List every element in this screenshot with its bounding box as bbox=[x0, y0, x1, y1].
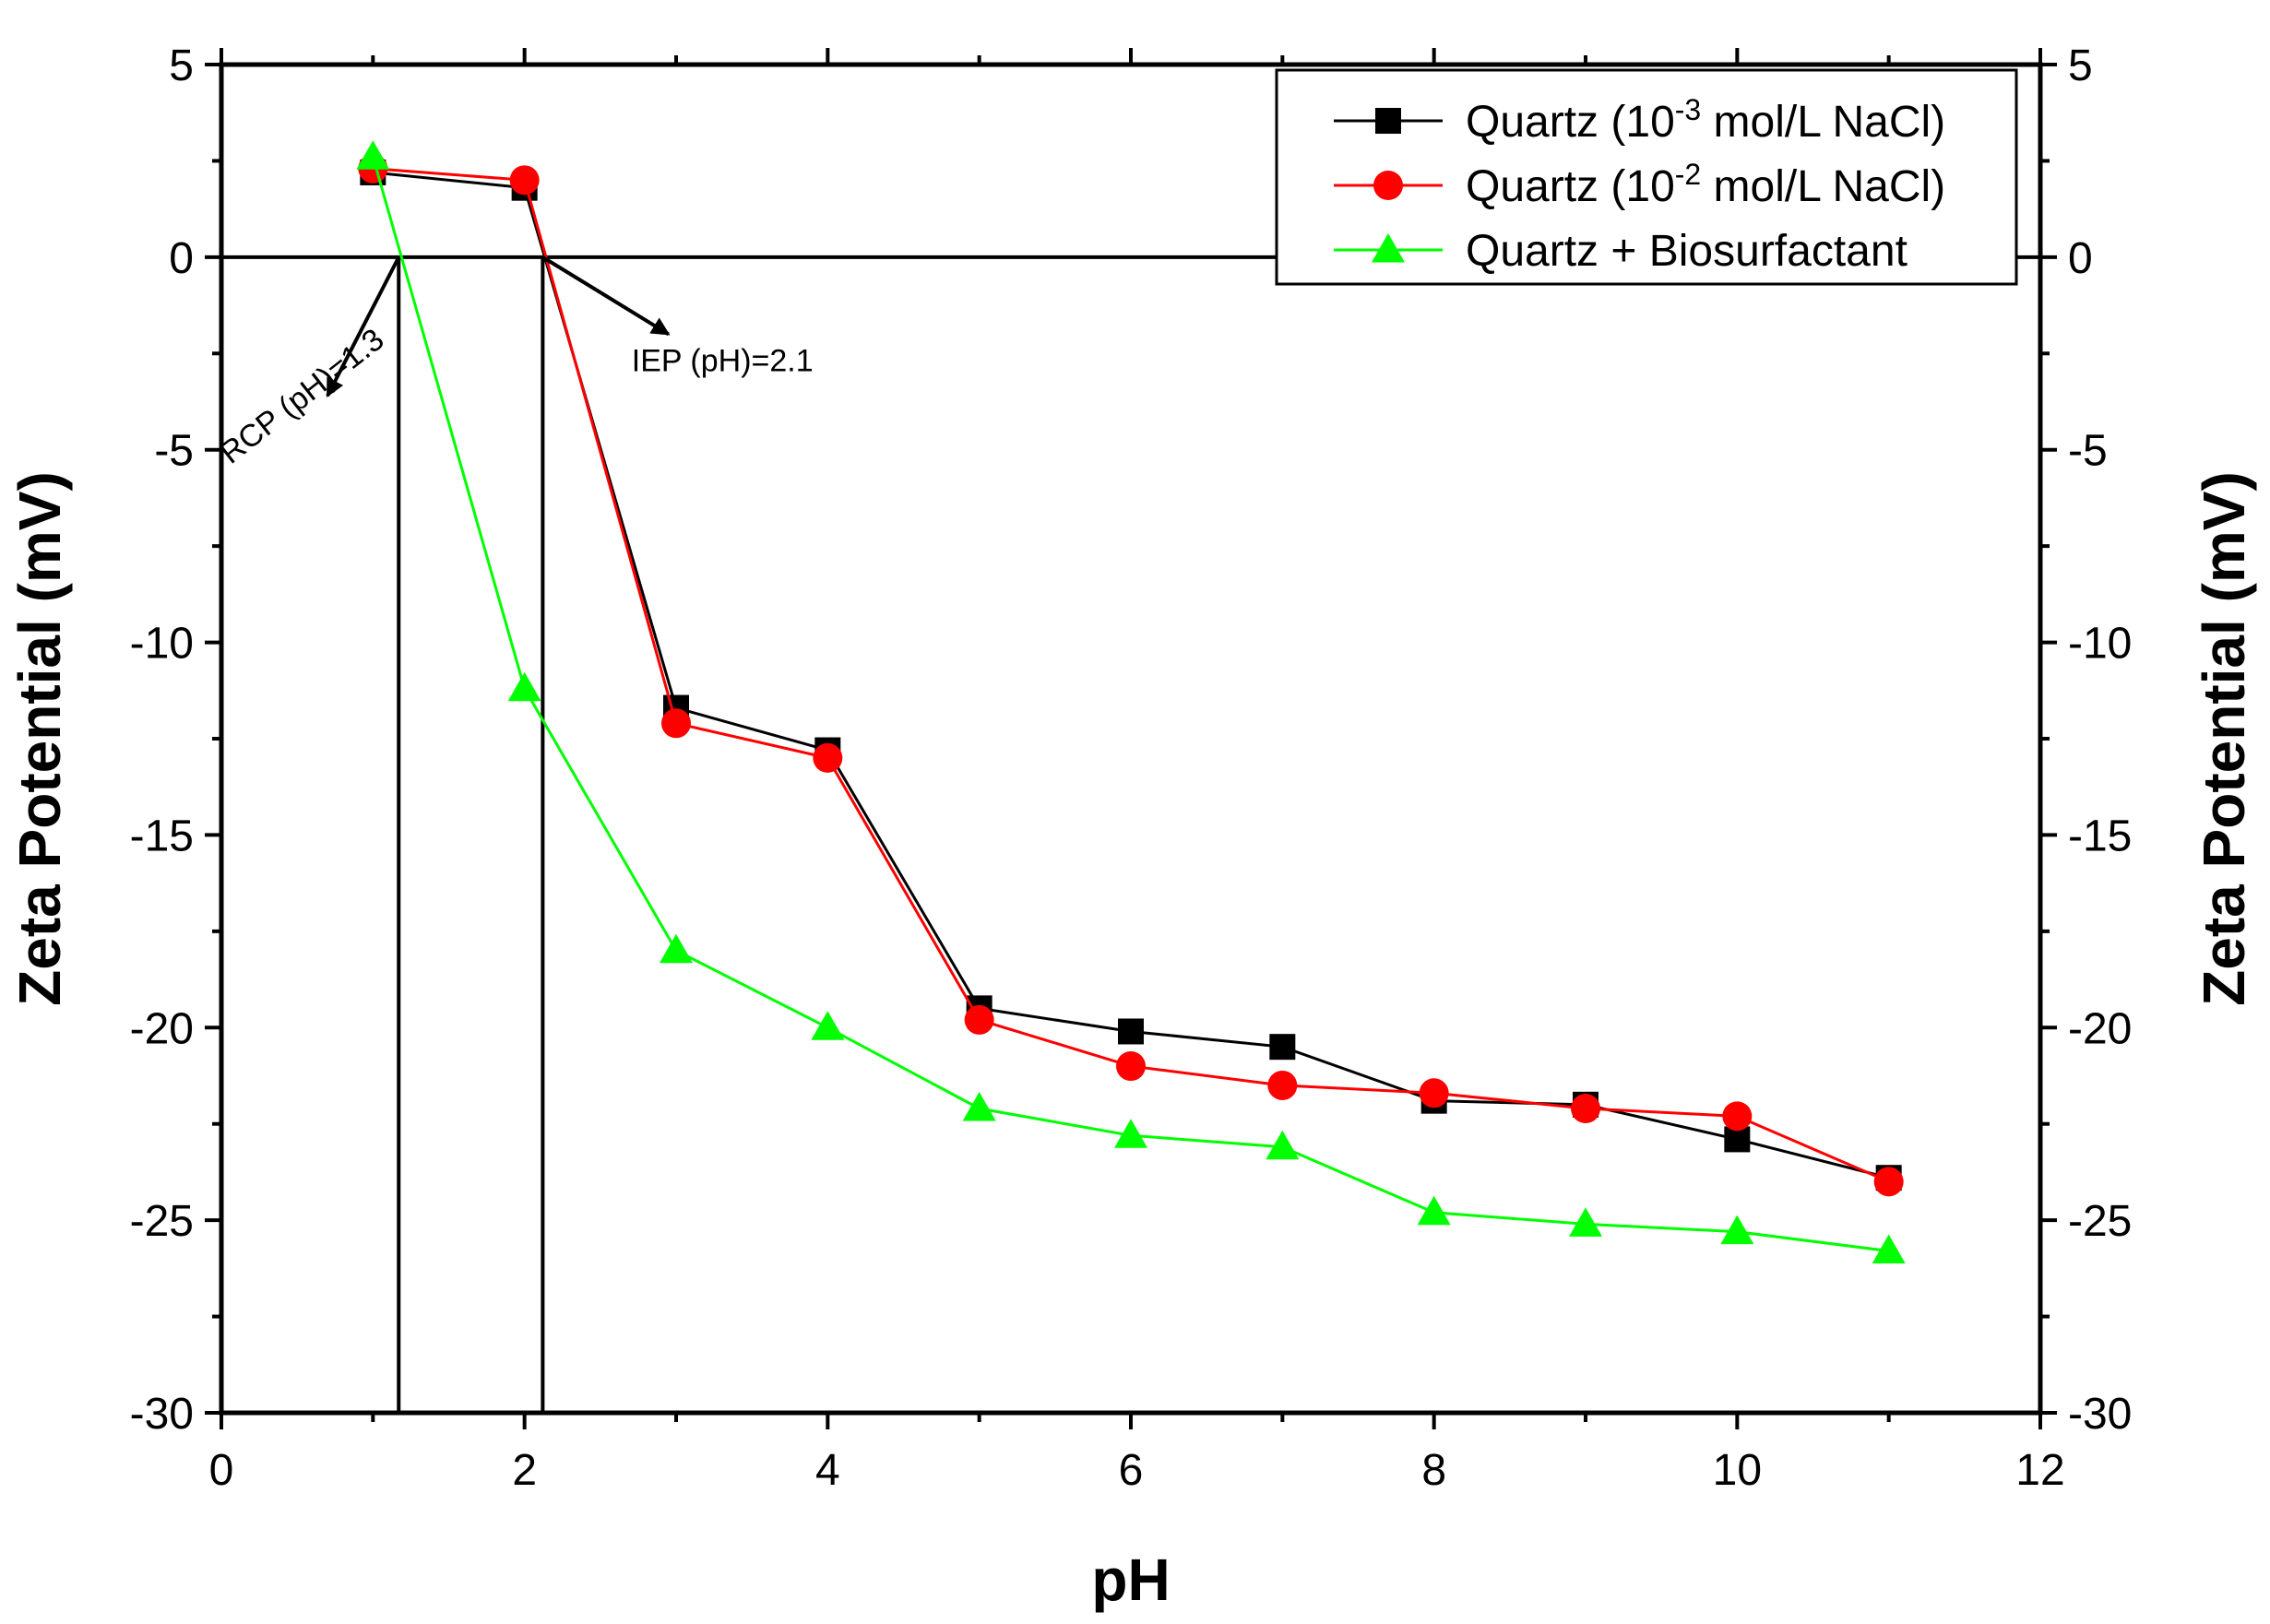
data-point-series-2 bbox=[509, 165, 540, 196]
data-point-series-2 bbox=[1873, 1167, 1904, 1197]
data-point-series-3 bbox=[507, 671, 541, 702]
y-axis-title-right: Zeta Potential (mV) bbox=[2191, 471, 2257, 1006]
legend-marker-3 bbox=[1372, 233, 1405, 263]
y-axis-title-left: Zeta Potential (mV) bbox=[6, 471, 73, 1006]
annotation-arrow-2 bbox=[541, 255, 671, 337]
y-tick-label-left: -20 bbox=[130, 1004, 194, 1053]
data-point-series-2 bbox=[1571, 1094, 1600, 1124]
data-point-series-2 bbox=[1116, 1051, 1146, 1082]
legend-label-superscript: -2 bbox=[1675, 158, 1701, 191]
legend-label-2: Quartz (10-2 mol/L NaCl) bbox=[1466, 158, 1945, 211]
x-tick-label: 6 bbox=[1119, 1446, 1144, 1495]
y-tick-label-right: -15 bbox=[2068, 812, 2132, 860]
x-tick-label: 0 bbox=[209, 1446, 234, 1495]
legend-label-3: Quartz + Biosurfactant bbox=[1466, 227, 1908, 276]
series-line-3 bbox=[371, 156, 1889, 1253]
y-tick-label-right: -10 bbox=[2068, 620, 2132, 669]
legend-label-text: Quartz + Biosurfactant bbox=[1466, 227, 1908, 276]
data-point-series-1 bbox=[1118, 1018, 1144, 1045]
legend-label-text: Quartz (10 bbox=[1466, 98, 1675, 147]
data-point-series-2 bbox=[964, 1004, 994, 1035]
axis-ticks: 0 2 4 6 8 10 12 5 5 0 0 -5 -5 -10 -10 -15 -15 -20 -20 -25 -2… bbox=[130, 41, 2133, 1495]
annotation-label-1: RCP (pH)=1.3 bbox=[214, 322, 391, 471]
x-tick-label: 12 bbox=[2015, 1446, 2064, 1495]
y-tick-label-right: -5 bbox=[2068, 427, 2108, 476]
y-tick-label-left: -5 bbox=[154, 427, 194, 476]
x-tick-label: 8 bbox=[1421, 1446, 1446, 1495]
y-tick-label-left: -30 bbox=[130, 1390, 194, 1439]
y-tick-label-left: -25 bbox=[130, 1197, 194, 1246]
plot-area: RCP (pH)=1.3 IEP (pH)=2.1 bbox=[214, 140, 2040, 1413]
legend-label-suffix: mol/L NaCl) bbox=[1701, 162, 1945, 211]
legend-label-text: Quartz (10 bbox=[1466, 162, 1675, 211]
data-point-series-2 bbox=[1722, 1101, 1753, 1132]
annotation-label-2: IEP (pH)=2.1 bbox=[632, 343, 814, 378]
legend-label-suffix: mol/L NaCl) bbox=[1701, 98, 1945, 147]
y-tick-label-left: -15 bbox=[130, 812, 194, 860]
data-point-series-3 bbox=[1266, 1130, 1300, 1160]
data-point-series-3 bbox=[962, 1092, 996, 1121]
x-axis-title: pH bbox=[1091, 1547, 1170, 1613]
legend-label-1: Quartz (10-3 mol/L NaCl) bbox=[1466, 93, 1945, 147]
legend-marker-2 bbox=[1373, 171, 1403, 200]
data-point-series-2 bbox=[813, 742, 843, 773]
x-tick-label: 2 bbox=[512, 1446, 537, 1495]
y-tick-label-right: 5 bbox=[2068, 41, 2093, 90]
data-point-series-3 bbox=[660, 933, 693, 964]
x-tick-label: 4 bbox=[815, 1446, 840, 1495]
data-point-series-1 bbox=[1269, 1034, 1296, 1061]
data-point-series-3 bbox=[1872, 1234, 1906, 1264]
y-tick-label-left: 5 bbox=[169, 41, 194, 90]
x-tick-label: 10 bbox=[1713, 1446, 1762, 1495]
data-point-series-2 bbox=[661, 708, 691, 739]
legend: Quartz (10-3 mol/L NaCl)Quartz (10-2 mol… bbox=[1275, 68, 2018, 286]
y-tick-label-left: 0 bbox=[169, 234, 194, 283]
data-point-series-3 bbox=[1114, 1119, 1147, 1148]
legend-label-superscript: -3 bbox=[1675, 93, 1701, 126]
data-point-series-3 bbox=[811, 1011, 845, 1040]
y-tick-label-right: -30 bbox=[2068, 1390, 2132, 1439]
annotation-arrow-1 bbox=[326, 255, 401, 398]
data-point-series-2 bbox=[1267, 1070, 1298, 1100]
legend-marker-1 bbox=[1375, 108, 1401, 134]
data-point-series-3 bbox=[1417, 1195, 1451, 1226]
y-tick-label-left: -10 bbox=[130, 620, 194, 669]
data-point-series-2 bbox=[1419, 1078, 1449, 1108]
y-tick-label-right: -20 bbox=[2068, 1004, 2132, 1053]
y-tick-label-right: -25 bbox=[2068, 1197, 2132, 1246]
data-point-series-3 bbox=[1569, 1207, 1602, 1237]
y-tick-label-right: 0 bbox=[2068, 234, 2093, 283]
data-point-series-3 bbox=[356, 140, 390, 170]
data-point-series-3 bbox=[1720, 1215, 1754, 1245]
